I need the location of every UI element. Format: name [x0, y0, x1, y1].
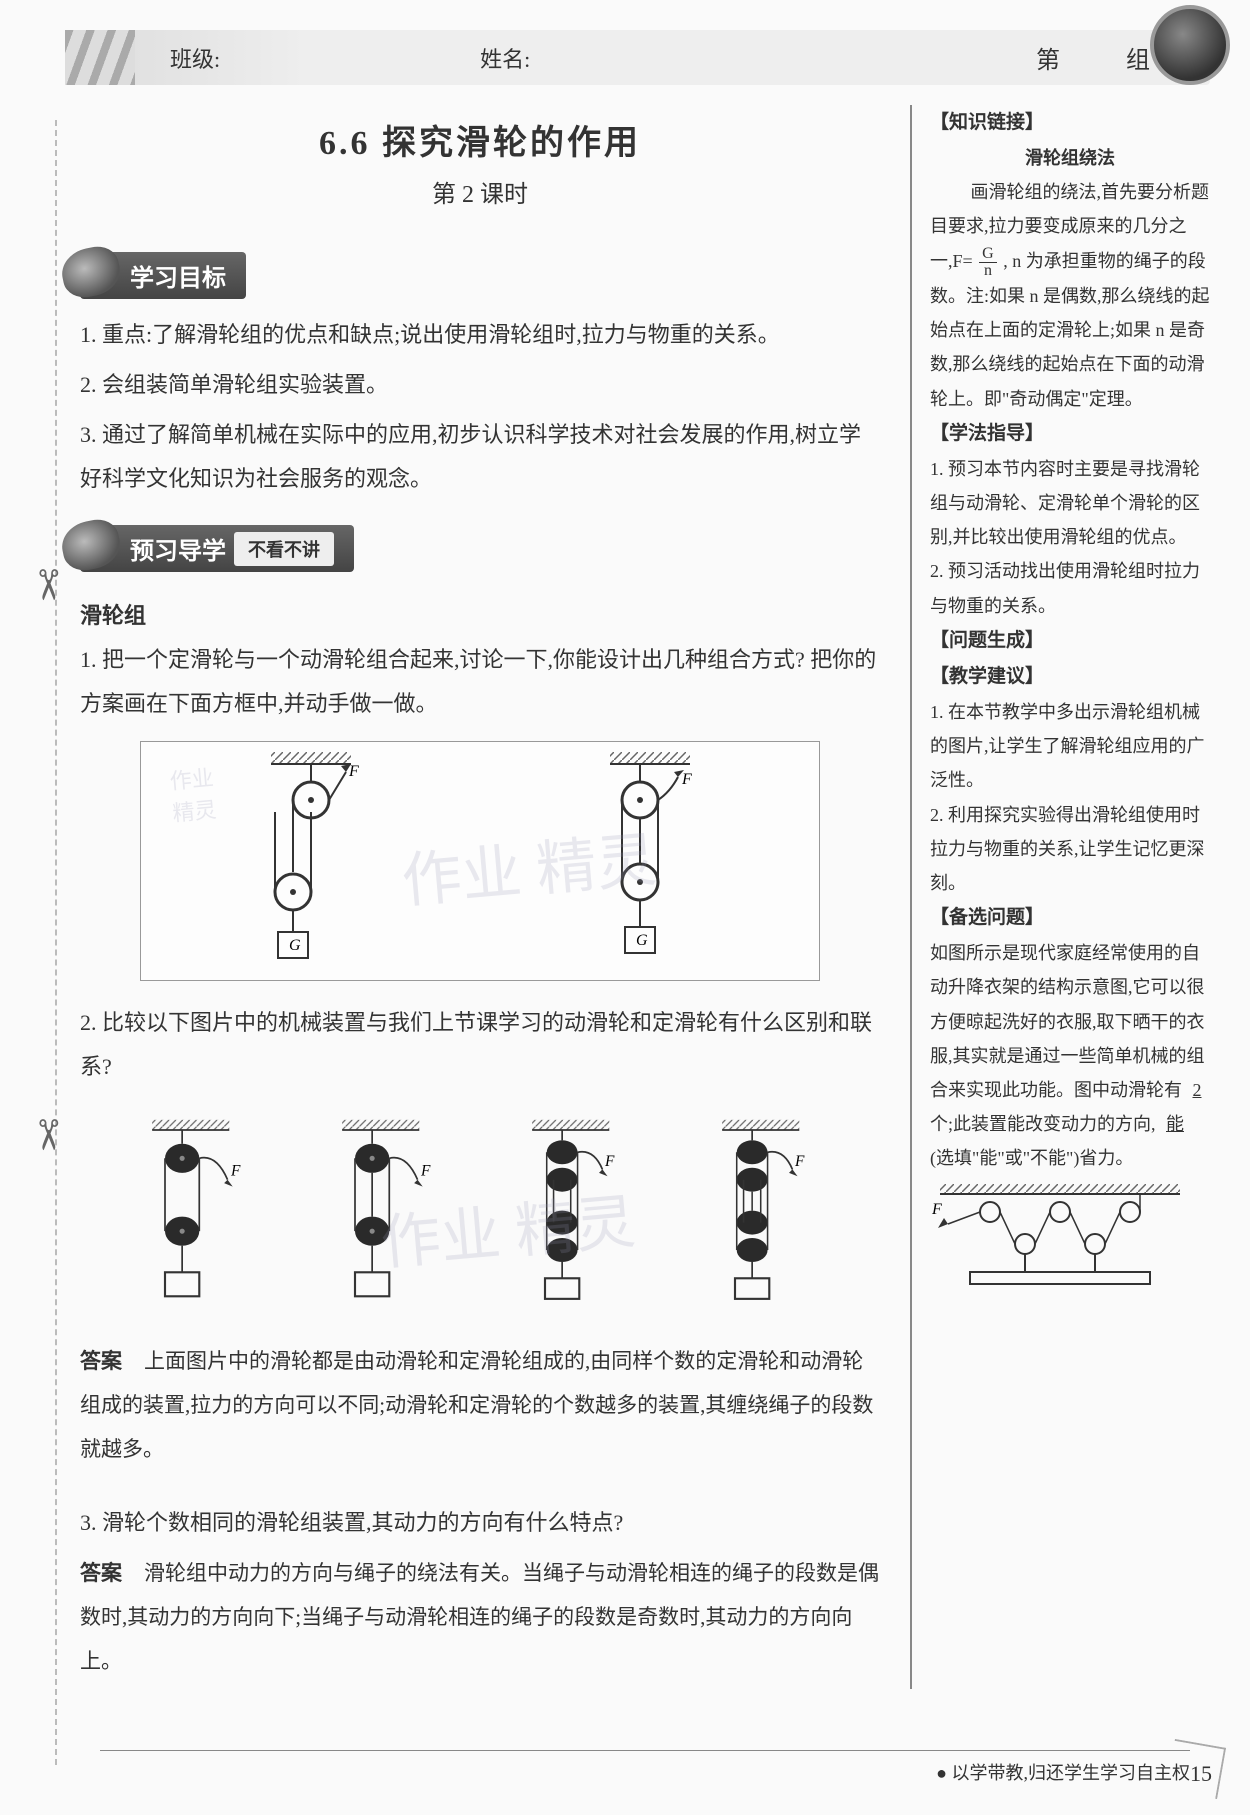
- name-label: 姓名:: [480, 42, 530, 74]
- goal-item: 2. 会组装简单滑轮组实验装置。: [80, 363, 880, 407]
- section-tag-label: 学习目标: [130, 258, 226, 293]
- blank-answer: 2: [1187, 1080, 1208, 1100]
- section-tag-label: 预习导学: [130, 531, 226, 566]
- figure-row-2: 作业 精灵 F: [100, 1104, 860, 1324]
- class-label: 班级:: [170, 42, 220, 74]
- side-head-link: 知识链接: [930, 105, 1210, 141]
- pulley-diagram-2d: F: [705, 1104, 825, 1324]
- answer-label: 答案: [80, 1349, 122, 1373]
- question-2: 2. 比较以下图片中的机械装置与我们上节课学习的动滑轮和定滑轮有什么区别和联系?: [80, 1001, 880, 1089]
- answer-label: 答案: [80, 1561, 122, 1585]
- svg-text:F: F: [931, 1201, 942, 1218]
- footer-motto: ● 以学带教,归还学生学习自主权: [936, 1763, 1190, 1783]
- side-head-teach: 教学建议: [930, 659, 1210, 695]
- side-sub-link: 滑轮组绕法: [930, 141, 1210, 175]
- question-1: 1. 把一个定滑轮与一个动滑轮组合起来,讨论一下,你能设计出几种组合方式? 把你…: [80, 638, 880, 726]
- question-3: 3. 滑轮个数相同的滑轮组装置,其动力的方向有什么特点?: [80, 1501, 880, 1545]
- svg-text:F: F: [794, 1153, 805, 1170]
- answer-3: 答案 滑轮组中动力的方向与绳子的绕法有关。当绳子与动滑轮相连的绳子的段数是偶数时…: [80, 1551, 880, 1683]
- side-text-span: 如图所示是现代家庭经常使用的自动升降衣架的结构示意图,它可以很方便晾起洗好的衣服…: [930, 943, 1205, 1100]
- side-alt-text: 如图所示是现代家庭经常使用的自动升降衣架的结构示意图,它可以很方便晾起洗好的衣服…: [930, 936, 1210, 1175]
- sidebar: 知识链接 滑轮组绕法 画滑轮组的绕法,首先要分析题目要求,拉力要变成原来的几分之…: [910, 105, 1210, 1689]
- clothes-rack-diagram: F: [930, 1184, 1190, 1294]
- cut-line: [55, 120, 57, 1765]
- footer: ● 以学带教,归还学生学习自主权: [100, 1750, 1190, 1785]
- side-text-span: , n 为承担重物的绳子的段数。注:如果 n 是偶数,那么绕线的起始点在上面的定…: [930, 251, 1210, 409]
- page: ✂ ✂ 班级: 姓名: 第 组 6.6 探究滑轮的作用 第 2 课时 学习目标 …: [0, 0, 1250, 1815]
- side-item: 2. 预习活动找出使用滑轮组时拉力与物重的关系。: [930, 554, 1210, 622]
- main-wrap: 6.6 探究滑轮的作用 第 2 课时 学习目标 1. 重点:了解滑轮组的优点和缺…: [80, 105, 1210, 1689]
- answer-text: 上面图片中的滑轮都是由动滑轮和定滑轮组成的,由同样个数的定滑轮和动滑轮组成的装置…: [80, 1349, 873, 1461]
- fraction: G n: [979, 246, 997, 279]
- fraction-den: n: [979, 263, 997, 279]
- left-column: 6.6 探究滑轮的作用 第 2 课时 学习目标 1. 重点:了解滑轮组的优点和缺…: [80, 105, 890, 1689]
- side-text-span: 个;此装置能改变动力的方向,: [930, 1114, 1156, 1134]
- svg-text:G: G: [636, 932, 648, 949]
- side-item: 1. 在本节教学中多出示滑轮组机械的图片,让学生了解滑轮组应用的广泛性。: [930, 695, 1210, 798]
- side-text-span: (选填"能"或"不能")省力。: [930, 1148, 1133, 1168]
- svg-text:F: F: [604, 1153, 615, 1170]
- answer-text: 滑轮组中动力的方向与绳子的绕法有关。当绳子与动滑轮相连的绳子的段数是偶数时,其动…: [80, 1561, 879, 1673]
- section-tag-preview: 预习导学 不看不讲: [80, 525, 354, 572]
- pulley-diagram-a: G F: [251, 752, 371, 972]
- header-bar: 班级: 姓名: 第 组: [80, 30, 1210, 85]
- preview-subhead: 滑轮组: [80, 598, 880, 630]
- section-tag-goals: 学习目标: [80, 252, 246, 299]
- svg-text:F: F: [420, 1162, 431, 1179]
- svg-text:G: G: [289, 937, 301, 954]
- side-head-alt: 备选问题: [930, 900, 1210, 936]
- side-head-method: 学法指导: [930, 416, 1210, 452]
- seal-icon: [1150, 5, 1230, 85]
- page-number: 15: [1190, 1761, 1212, 1787]
- side-item: 1. 预习本节内容时主要是寻找滑轮组与动滑轮、定滑轮单个滑轮的区别,并比较出使用…: [930, 452, 1210, 555]
- side-item: 2. 利用探究实验得出滑轮组使用时拉力与物重的关系,让学生记忆更深刻。: [930, 798, 1210, 901]
- goal-item: 1. 重点:了解滑轮组的优点和缺点;说出使用滑轮组时,拉力与物重的关系。: [80, 313, 880, 357]
- scissors-icon: ✂: [23, 1117, 73, 1152]
- blank-answer: 能: [1160, 1114, 1190, 1134]
- scissors-icon: ✂: [23, 567, 73, 602]
- chapter-title: 6.6 探究滑轮的作用: [80, 115, 880, 164]
- watermark-stamp: 作业精灵: [168, 760, 217, 828]
- answer-2: 答案 上面图片中的滑轮都是由动滑轮和定滑轮组成的,由同样个数的定滑轮和动滑轮组成…: [80, 1339, 880, 1471]
- figure-box-1: 作业精灵 作业 精灵 G F: [140, 741, 820, 981]
- goal-item: 3. 通过了解简单机械在实际中的应用,初步认识科学技术对社会发展的作用,树立学好…: [80, 413, 880, 501]
- section-subtag: 不看不讲: [234, 532, 334, 566]
- fraction-num: G: [979, 246, 997, 263]
- pulley-diagram-2c: F: [515, 1104, 635, 1324]
- svg-text:F: F: [681, 771, 692, 788]
- header-decoration: [65, 30, 135, 85]
- chapter-subtitle: 第 2 课时: [80, 174, 880, 209]
- side-head-problem: 问题生成: [930, 623, 1210, 659]
- pulley-diagram-b: F G: [590, 752, 710, 972]
- svg-text:F: F: [230, 1162, 241, 1179]
- pulley-diagram-2b: F: [325, 1104, 445, 1324]
- side-text: 画滑轮组的绕法,首先要分析题目要求,拉力要变成原来的几分之一,F= G n , …: [930, 175, 1210, 416]
- pulley-diagram-2a: F: [135, 1104, 255, 1324]
